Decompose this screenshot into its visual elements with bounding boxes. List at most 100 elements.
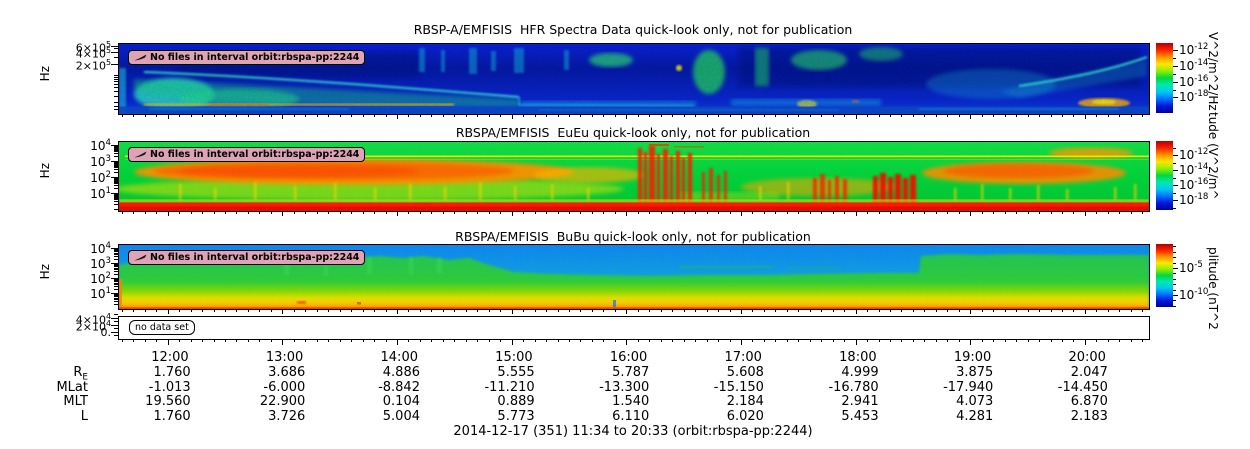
axis-tick [1173, 295, 1178, 296]
axis-tick [114, 201, 118, 203]
axis-tick [1108, 339, 1109, 342]
axis-tick [443, 114, 444, 117]
axis-tick [114, 265, 118, 267]
axis-tick [214, 114, 215, 117]
axis-tick [523, 309, 524, 312]
ephemeris-value: 2.941 [841, 394, 879, 409]
ytick-label: 103 [90, 255, 111, 271]
spectrogram-hfr-image [119, 44, 1149, 114]
axis-tick [879, 211, 880, 214]
axis-tick [489, 211, 490, 214]
axis-tick [431, 114, 432, 117]
colorbar-tick-label: 10-16 [1179, 177, 1209, 192]
axis-tick [775, 211, 776, 214]
axis-tick [833, 211, 834, 214]
axis-tick [523, 339, 524, 342]
axis-tick [1016, 211, 1017, 214]
axis-tick [111, 248, 118, 249]
axis-tick [1085, 211, 1086, 216]
axis-tick [114, 164, 118, 166]
axis-tick [114, 194, 118, 196]
axis-tick [810, 211, 811, 214]
ephemeris-value: -1.013 [148, 380, 191, 395]
axis-tick [810, 339, 811, 342]
axis-tick [718, 309, 719, 312]
axis-tick [867, 114, 868, 117]
axis-tick [523, 114, 524, 117]
axis-tick [259, 309, 260, 312]
axis-tick [1173, 278, 1176, 280]
axis-tick [901, 339, 902, 342]
axis-tick [752, 114, 753, 117]
axis-tick [982, 309, 983, 312]
axis-tick [1016, 339, 1017, 342]
axis-tick [718, 339, 719, 342]
axis-tick [114, 273, 118, 275]
axis-tick [993, 339, 994, 342]
axis-tick [431, 339, 432, 342]
axis-tick [936, 114, 937, 117]
axis-tick [114, 188, 118, 190]
axis-tick [191, 211, 192, 214]
pen-slash-icon [134, 54, 147, 61]
axis-tick [580, 309, 581, 312]
axis-tick [936, 211, 937, 214]
axis-tick [1073, 114, 1074, 117]
axis-tick [1142, 309, 1143, 312]
axis-tick [500, 211, 501, 214]
axis-tick [661, 114, 662, 117]
ytick-label: 2×104 [75, 318, 111, 334]
axis-tick [114, 185, 118, 187]
ytick-label: 104 [90, 240, 111, 256]
axis-tick [913, 114, 914, 117]
axis-tick [1119, 211, 1120, 214]
axis-tick [982, 211, 983, 214]
ephemeris-value: 4.073 [956, 394, 994, 409]
axis-tick [695, 309, 696, 312]
time-label: 18:00 [839, 350, 877, 365]
axis-tick [856, 211, 857, 216]
ephemeris-value: 19.560 [145, 394, 191, 409]
axis-tick [890, 211, 891, 214]
ytick-label: 103 [90, 153, 111, 169]
axis-tick [489, 309, 490, 312]
axis-tick [114, 250, 118, 252]
axis-tick [114, 95, 118, 97]
colorbar-tick-label: 10-14 [1179, 162, 1209, 177]
axis-tick [546, 114, 547, 117]
axis-tick [111, 161, 118, 162]
axis-tick [798, 339, 799, 342]
panel1-title: RBSP-A/EMFISIS HFR Spectra Data quick-lo… [413, 22, 853, 37]
axis-tick [156, 339, 157, 342]
ytick-label: 0. [100, 325, 112, 339]
axis-tick [558, 211, 559, 214]
axis-tick [626, 339, 627, 345]
axis-tick [1085, 114, 1086, 119]
axis-tick [558, 339, 559, 342]
axis-tick [351, 114, 352, 117]
axis-tick [649, 211, 650, 214]
axis-tick [924, 309, 925, 312]
axis-tick [1131, 309, 1132, 312]
axis-tick [764, 339, 765, 342]
no-data-badge-label: no data set [135, 322, 189, 333]
axis-tick [879, 114, 880, 117]
panel3-title: RBSPA/EMFISIS BuBu quick-look only, not … [455, 229, 811, 244]
axis-tick [707, 211, 708, 214]
axis-tick [214, 339, 215, 342]
axis-tick [386, 339, 387, 342]
axis-tick [603, 211, 604, 214]
axis-tick [867, 309, 868, 312]
no-files-badge-label: No files in interval orbit:rbspa-pp:2244 [150, 252, 360, 263]
axis-tick [282, 211, 283, 216]
axis-tick [913, 211, 914, 214]
no-files-badge: No files in interval orbit:rbspa-pp:2244 [128, 147, 366, 162]
axis-tick [248, 211, 249, 214]
axis-tick [111, 317, 118, 319]
axis-tick [684, 211, 685, 214]
axis-tick [111, 64, 118, 65]
colorbar-3 [1156, 244, 1173, 307]
axis-tick [420, 309, 421, 312]
axis-tick [340, 309, 341, 312]
axis-tick [271, 309, 272, 312]
